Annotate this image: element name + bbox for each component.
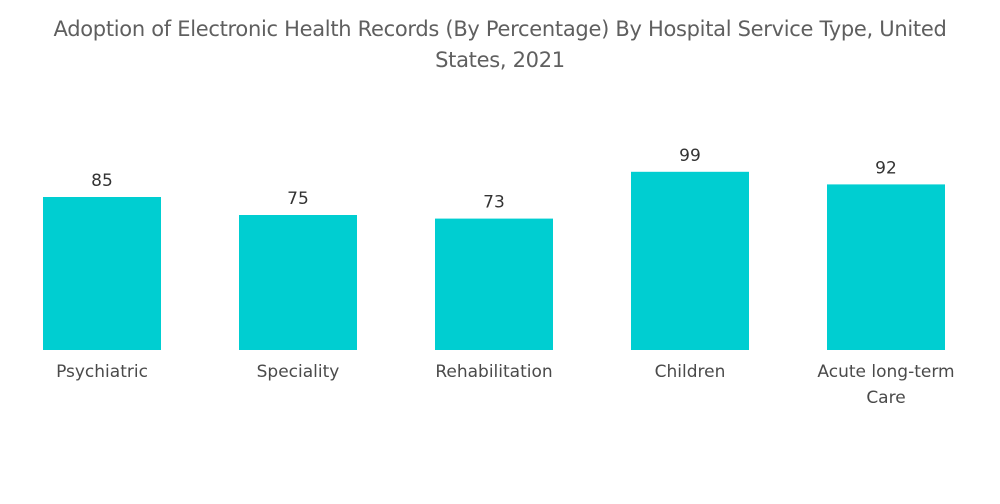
- bar-children: [631, 171, 749, 350]
- data-label: 92: [875, 158, 897, 178]
- bar-speciality: [239, 215, 357, 350]
- data-label: 99: [679, 146, 701, 166]
- x-tick-label: Acute long-term: [817, 362, 954, 382]
- bar-acute-long-term-care: [827, 184, 945, 350]
- chart-title: Adoption of Electronic Health Records (B…: [53, 17, 947, 72]
- x-tick-label: Care: [866, 388, 905, 408]
- bar-rehabilitation: [435, 218, 553, 350]
- data-label: 85: [91, 171, 113, 191]
- x-tick-label: Speciality: [257, 362, 340, 382]
- x-tick-label: Psychiatric: [56, 362, 148, 382]
- bar-psychiatric: [43, 197, 161, 350]
- data-label: 75: [287, 189, 309, 209]
- x-tick-label: Children: [655, 362, 726, 382]
- data-label: 73: [483, 193, 505, 213]
- x-tick-label: Rehabilitation: [435, 362, 552, 382]
